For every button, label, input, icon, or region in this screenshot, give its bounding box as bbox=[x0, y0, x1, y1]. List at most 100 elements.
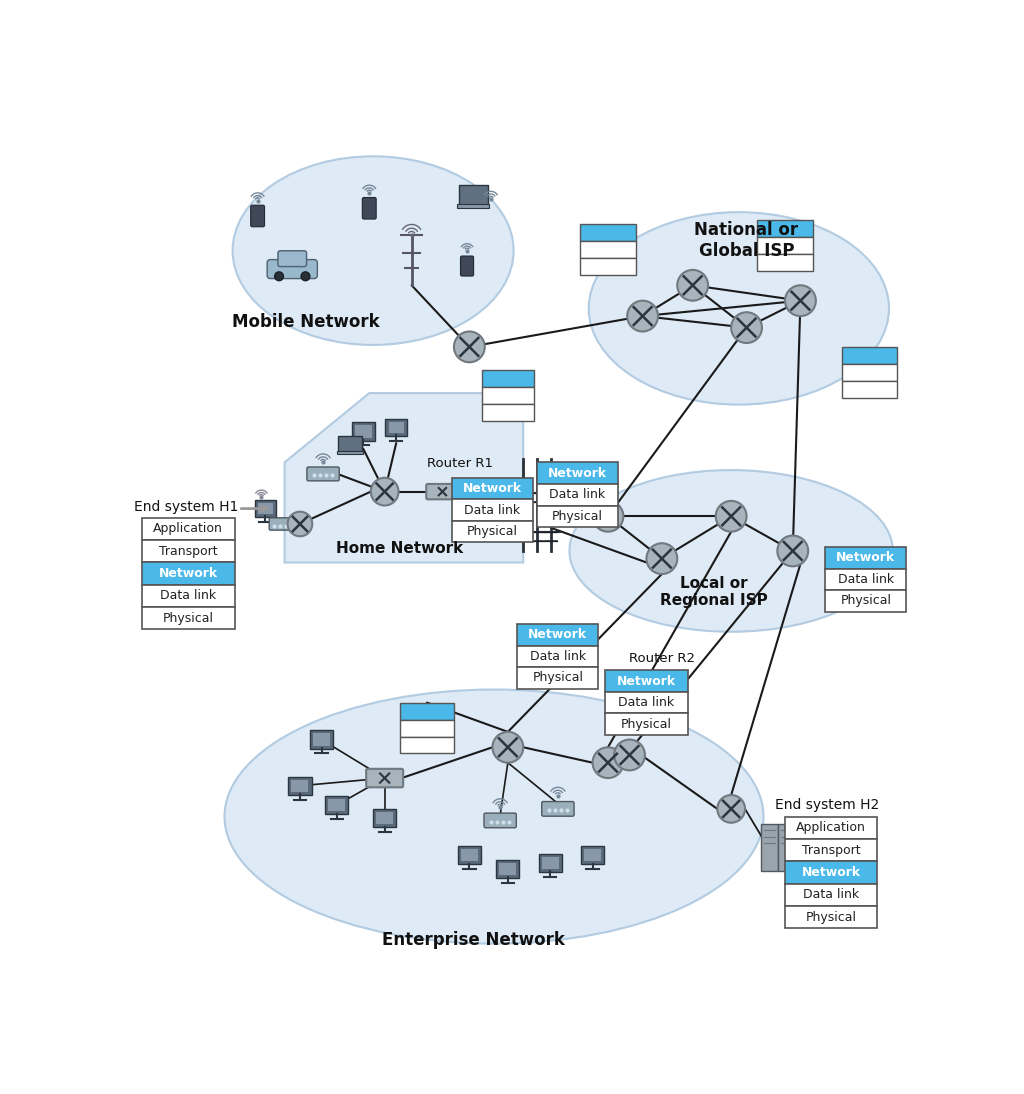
Text: Transport: Transport bbox=[802, 843, 860, 857]
Text: Network: Network bbox=[463, 482, 522, 496]
Circle shape bbox=[493, 732, 523, 763]
FancyBboxPatch shape bbox=[584, 849, 601, 861]
FancyBboxPatch shape bbox=[785, 839, 878, 861]
FancyBboxPatch shape bbox=[354, 426, 372, 438]
FancyBboxPatch shape bbox=[542, 802, 574, 816]
FancyBboxPatch shape bbox=[481, 404, 535, 421]
FancyBboxPatch shape bbox=[326, 795, 348, 814]
Text: Network: Network bbox=[528, 628, 588, 641]
FancyBboxPatch shape bbox=[452, 521, 532, 543]
FancyBboxPatch shape bbox=[537, 505, 617, 527]
FancyBboxPatch shape bbox=[292, 780, 308, 792]
Circle shape bbox=[614, 740, 645, 770]
FancyBboxPatch shape bbox=[278, 251, 306, 267]
FancyBboxPatch shape bbox=[337, 451, 364, 454]
Text: Data link: Data link bbox=[465, 503, 520, 516]
FancyBboxPatch shape bbox=[269, 517, 297, 531]
Circle shape bbox=[454, 331, 484, 362]
FancyBboxPatch shape bbox=[458, 846, 481, 864]
FancyBboxPatch shape bbox=[539, 853, 562, 872]
FancyBboxPatch shape bbox=[778, 824, 795, 871]
Text: Application: Application bbox=[797, 822, 866, 835]
Text: Network: Network bbox=[802, 866, 861, 878]
FancyBboxPatch shape bbox=[457, 205, 489, 208]
Ellipse shape bbox=[569, 470, 893, 631]
FancyBboxPatch shape bbox=[517, 667, 598, 689]
Text: Data link: Data link bbox=[529, 650, 586, 663]
Text: Network: Network bbox=[548, 467, 607, 479]
Text: Physical: Physical bbox=[532, 672, 584, 685]
FancyBboxPatch shape bbox=[605, 691, 688, 713]
Text: Network: Network bbox=[616, 675, 676, 687]
FancyBboxPatch shape bbox=[452, 499, 532, 521]
Circle shape bbox=[371, 478, 398, 505]
Polygon shape bbox=[285, 393, 523, 562]
Text: Transport: Transport bbox=[159, 545, 218, 558]
Circle shape bbox=[593, 747, 624, 778]
Text: End system H1: End system H1 bbox=[134, 500, 239, 514]
FancyBboxPatch shape bbox=[142, 517, 234, 540]
Text: Data link: Data link bbox=[549, 488, 605, 501]
FancyBboxPatch shape bbox=[758, 254, 813, 270]
FancyBboxPatch shape bbox=[400, 736, 454, 754]
Text: Router R2: Router R2 bbox=[629, 652, 695, 665]
Circle shape bbox=[785, 286, 816, 316]
Circle shape bbox=[677, 270, 708, 301]
Text: Network: Network bbox=[159, 567, 218, 580]
FancyBboxPatch shape bbox=[581, 241, 636, 257]
FancyBboxPatch shape bbox=[481, 370, 535, 387]
Circle shape bbox=[288, 512, 312, 536]
FancyBboxPatch shape bbox=[497, 860, 519, 878]
Circle shape bbox=[716, 501, 746, 532]
FancyBboxPatch shape bbox=[388, 422, 403, 433]
FancyBboxPatch shape bbox=[461, 849, 478, 861]
Text: Physical: Physical bbox=[806, 910, 857, 923]
FancyBboxPatch shape bbox=[517, 645, 598, 667]
FancyBboxPatch shape bbox=[373, 808, 396, 827]
Circle shape bbox=[301, 272, 310, 281]
FancyBboxPatch shape bbox=[142, 607, 234, 629]
FancyBboxPatch shape bbox=[605, 713, 688, 735]
FancyBboxPatch shape bbox=[367, 769, 403, 788]
Text: Enterprise Network: Enterprise Network bbox=[382, 931, 564, 948]
Text: End system H2: End system H2 bbox=[775, 798, 880, 812]
Text: Application: Application bbox=[154, 523, 223, 535]
FancyBboxPatch shape bbox=[785, 816, 878, 839]
FancyBboxPatch shape bbox=[289, 777, 311, 795]
Text: Router R1: Router R1 bbox=[427, 457, 494, 470]
Circle shape bbox=[593, 501, 624, 532]
Circle shape bbox=[646, 544, 677, 574]
Text: Mobile Network: Mobile Network bbox=[232, 313, 380, 331]
FancyBboxPatch shape bbox=[825, 590, 906, 612]
Text: Local or
Regional ISP: Local or Regional ISP bbox=[660, 575, 768, 608]
Text: Home Network: Home Network bbox=[337, 542, 464, 556]
FancyBboxPatch shape bbox=[452, 478, 532, 499]
FancyBboxPatch shape bbox=[517, 624, 598, 645]
Text: Physical: Physical bbox=[467, 525, 518, 538]
FancyBboxPatch shape bbox=[142, 540, 234, 562]
FancyBboxPatch shape bbox=[842, 364, 897, 381]
Ellipse shape bbox=[232, 156, 514, 345]
FancyBboxPatch shape bbox=[362, 198, 376, 219]
FancyBboxPatch shape bbox=[484, 813, 516, 828]
Circle shape bbox=[717, 795, 745, 823]
FancyBboxPatch shape bbox=[825, 547, 906, 569]
FancyBboxPatch shape bbox=[785, 906, 878, 928]
Text: Data link: Data link bbox=[803, 888, 859, 901]
Text: Network: Network bbox=[837, 551, 895, 565]
FancyBboxPatch shape bbox=[142, 562, 234, 585]
FancyBboxPatch shape bbox=[581, 257, 636, 275]
FancyBboxPatch shape bbox=[842, 347, 897, 364]
FancyBboxPatch shape bbox=[581, 223, 636, 241]
FancyBboxPatch shape bbox=[313, 733, 330, 746]
FancyBboxPatch shape bbox=[605, 671, 688, 691]
FancyBboxPatch shape bbox=[426, 484, 459, 499]
FancyBboxPatch shape bbox=[351, 422, 375, 441]
Circle shape bbox=[274, 272, 284, 281]
FancyBboxPatch shape bbox=[481, 387, 535, 404]
FancyBboxPatch shape bbox=[258, 503, 273, 514]
FancyBboxPatch shape bbox=[785, 861, 878, 884]
FancyBboxPatch shape bbox=[761, 824, 778, 871]
FancyBboxPatch shape bbox=[255, 500, 276, 517]
FancyBboxPatch shape bbox=[307, 467, 339, 481]
